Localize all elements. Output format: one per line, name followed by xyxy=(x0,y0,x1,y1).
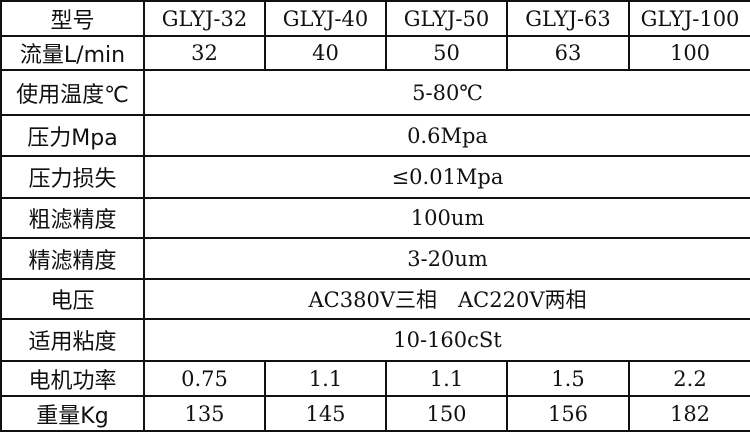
model-cell: GLYJ-100 xyxy=(628,0,750,37)
value-cell: 100 xyxy=(628,35,750,71)
row-fine-filter: 精滤精度 3-20um xyxy=(0,237,750,280)
row-flow: 流量L/min 32 40 50 63 100 xyxy=(0,35,750,71)
value-cell: 0.6Mpa xyxy=(143,114,750,157)
value-cell: 145 xyxy=(264,395,387,432)
row-pressure-loss: 压力损失 ≤0.01Mpa xyxy=(0,155,750,199)
row-label: 重量Kg xyxy=(0,395,145,432)
row-label: 电压 xyxy=(0,278,145,320)
row-label: 型号 xyxy=(0,0,145,37)
row-label: 压力损失 xyxy=(0,155,145,199)
value-cell: 156 xyxy=(506,395,630,432)
row-weight: 重量Kg 135 145 150 156 182 xyxy=(0,395,750,432)
model-cell: GLYJ-63 xyxy=(506,0,630,37)
value-cell: 5-80℃ xyxy=(143,69,750,116)
row-label: 电机功率 xyxy=(0,360,145,397)
value-cell: ≤0.01Mpa xyxy=(143,155,750,199)
row-voltage: 电压 AC380V三相 AC220V两相 xyxy=(0,278,750,320)
value-cell: AC380V三相 AC220V两相 xyxy=(143,278,750,320)
value-cell: 1.5 xyxy=(506,360,630,397)
value-cell: 2.2 xyxy=(628,360,750,397)
value-cell: 40 xyxy=(264,35,387,71)
model-cell: GLYJ-32 xyxy=(143,0,266,37)
row-label: 精滤精度 xyxy=(0,237,145,280)
row-label: 粗滤精度 xyxy=(0,197,145,239)
value-cell: 135 xyxy=(143,395,266,432)
row-motor-power: 电机功率 0.75 1.1 1.1 1.5 2.2 xyxy=(0,360,750,397)
model-cell: GLYJ-50 xyxy=(385,0,508,37)
value-cell: 1.1 xyxy=(264,360,387,397)
model-cell: GLYJ-40 xyxy=(264,0,387,37)
row-model: 型号 GLYJ-32 GLYJ-40 GLYJ-50 GLYJ-63 GLYJ-… xyxy=(0,0,750,37)
row-temperature: 使用温度℃ 5-80℃ xyxy=(0,69,750,116)
row-pressure: 压力Mpa 0.6Mpa xyxy=(0,114,750,157)
value-cell: 63 xyxy=(506,35,630,71)
value-cell: 150 xyxy=(385,395,508,432)
row-label: 使用温度℃ xyxy=(0,69,145,116)
row-label: 流量L/min xyxy=(0,35,145,71)
row-label: 压力Mpa xyxy=(0,114,145,157)
value-cell: 3-20um xyxy=(143,237,750,280)
value-cell: 50 xyxy=(385,35,508,71)
row-coarse-filter: 粗滤精度 100um xyxy=(0,197,750,239)
value-cell: 32 xyxy=(143,35,266,71)
row-viscosity: 适用粘度 10-160cSt xyxy=(0,318,750,362)
value-cell: 0.75 xyxy=(143,360,266,397)
row-label: 适用粘度 xyxy=(0,318,145,362)
value-cell: 10-160cSt xyxy=(143,318,750,362)
value-cell: 1.1 xyxy=(385,360,508,397)
value-cell: 182 xyxy=(628,395,750,432)
value-cell: 100um xyxy=(143,197,750,239)
